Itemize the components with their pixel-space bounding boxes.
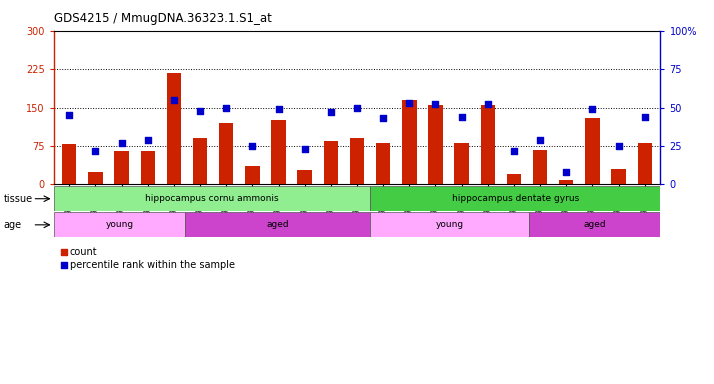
Bar [323, 141, 338, 184]
Point [325, 109, 336, 115]
Text: hippocampus cornu ammonis: hippocampus cornu ammonis [145, 194, 278, 203]
Point [430, 101, 441, 108]
Bar [141, 151, 155, 184]
Point [64, 112, 75, 118]
Bar [219, 123, 233, 184]
Bar [638, 143, 652, 184]
Text: young: young [436, 220, 463, 229]
Point [58, 262, 69, 268]
Text: young: young [106, 220, 134, 229]
Point [58, 249, 69, 255]
Bar [193, 138, 207, 184]
Point [169, 97, 180, 103]
Point [456, 114, 468, 120]
Bar [402, 100, 416, 184]
Text: aged: aged [583, 220, 605, 229]
Point [351, 104, 363, 111]
Bar [62, 144, 76, 184]
Bar [370, 212, 528, 237]
Bar [186, 212, 370, 237]
Point [534, 137, 545, 143]
Bar [533, 149, 548, 184]
Point [639, 114, 650, 120]
Point [116, 140, 127, 146]
Point [560, 169, 572, 175]
Point [403, 100, 415, 106]
Bar [376, 143, 391, 184]
Point [613, 143, 624, 149]
Text: count: count [70, 247, 98, 257]
Point [246, 143, 258, 149]
Bar [350, 138, 364, 184]
Point [221, 104, 232, 111]
Bar [245, 166, 260, 184]
Point [142, 137, 154, 143]
Bar [166, 73, 181, 184]
Text: age: age [4, 220, 21, 230]
Point [273, 106, 284, 112]
Point [508, 147, 520, 154]
Text: hippocampus dentate gyrus: hippocampus dentate gyrus [452, 194, 579, 203]
Bar [559, 180, 573, 184]
Point [299, 146, 311, 152]
Bar [611, 169, 625, 184]
Text: GDS4215 / MmugDNA.36323.1.S1_at: GDS4215 / MmugDNA.36323.1.S1_at [54, 12, 271, 25]
Bar [428, 105, 443, 184]
Text: percentile rank within the sample: percentile rank within the sample [70, 260, 235, 270]
Bar [585, 118, 600, 184]
Bar [271, 120, 286, 184]
Bar [370, 186, 660, 211]
Text: tissue: tissue [4, 194, 33, 204]
Bar [481, 105, 495, 184]
Point [587, 106, 598, 112]
Bar [114, 151, 129, 184]
Bar [54, 186, 370, 211]
Text: aged: aged [266, 220, 289, 229]
Bar [507, 174, 521, 184]
Point [378, 115, 389, 121]
Point [90, 147, 101, 154]
Point [194, 108, 206, 114]
Bar [454, 143, 469, 184]
Bar [298, 170, 312, 184]
Point [482, 101, 493, 108]
Bar [528, 212, 660, 237]
Bar [89, 172, 103, 184]
Bar [54, 212, 186, 237]
